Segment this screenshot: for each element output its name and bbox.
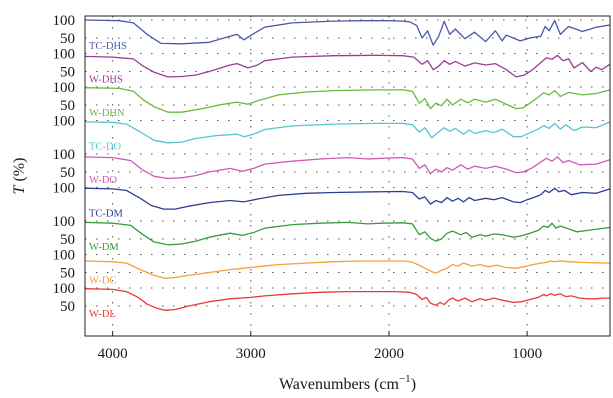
grid-lines bbox=[85, 16, 610, 336]
y-tick-label: 50 bbox=[60, 299, 75, 315]
x-tick-label: 4000 bbox=[98, 346, 128, 362]
series-labels: TC-DHS W-DHS W-DHN TC-DO W-DO TC-DM W-DM W-DC W-… bbox=[89, 41, 127, 320]
y-tick-label: 100 bbox=[53, 114, 76, 130]
series-label: TC-DHS bbox=[89, 41, 127, 52]
series-line-tc-do bbox=[84, 121, 611, 144]
x-tick-label: 3000 bbox=[236, 346, 266, 362]
y-tick-label: 100 bbox=[53, 13, 76, 29]
series-label: TC-DM bbox=[89, 209, 123, 220]
series-label: W-DHN bbox=[89, 108, 125, 119]
y-tick-labels: 1005010050100501001005010010050100501005… bbox=[53, 13, 76, 315]
series-label: W-DM bbox=[89, 242, 119, 253]
y-tick-label: 50 bbox=[60, 266, 75, 282]
series-line-w-dhs bbox=[84, 54, 611, 78]
y-tick-label: 100 bbox=[53, 181, 76, 197]
series-label: W-DL bbox=[89, 309, 116, 320]
x-tick-label: 2000 bbox=[374, 346, 404, 362]
series-label: W-DHS bbox=[89, 75, 123, 86]
y-tick-label: 100 bbox=[53, 214, 76, 230]
series-line-tc-dhs bbox=[84, 19, 611, 46]
x-ticks: 4000 3000 2000 1000 bbox=[98, 331, 542, 362]
y-tick-label: 100 bbox=[53, 147, 76, 163]
plot-frame bbox=[84, 15, 611, 337]
y-tick-label: 50 bbox=[60, 165, 75, 181]
y-tick-label: 50 bbox=[60, 65, 75, 81]
series-lines bbox=[84, 19, 611, 311]
y-tick-label: 100 bbox=[53, 47, 76, 63]
series-line-w-dhn bbox=[84, 87, 611, 113]
x-axis-title: Wavenumbers (cm−1) bbox=[279, 373, 416, 393]
series-line-w-dl bbox=[84, 288, 610, 311]
series-line-w-do bbox=[84, 156, 611, 180]
y-tick-label: 100 bbox=[53, 248, 76, 264]
series-label: W-DO bbox=[89, 175, 117, 186]
series-line-w-dc bbox=[84, 260, 611, 279]
y-tick-label: 50 bbox=[60, 98, 75, 114]
y-axis-title: T (%) bbox=[11, 158, 28, 195]
series-label: W-DC bbox=[89, 276, 116, 287]
series-line-tc-dm bbox=[84, 187, 611, 210]
x-tick-label: 1000 bbox=[512, 346, 542, 362]
y-tick-label: 100 bbox=[53, 80, 76, 96]
series-line-w-dm bbox=[84, 221, 611, 246]
y-tick-label: 100 bbox=[53, 281, 76, 297]
y-tick-label: 50 bbox=[60, 232, 75, 248]
series-label: TC-DO bbox=[89, 142, 121, 153]
y-tick-label: 50 bbox=[60, 31, 75, 47]
